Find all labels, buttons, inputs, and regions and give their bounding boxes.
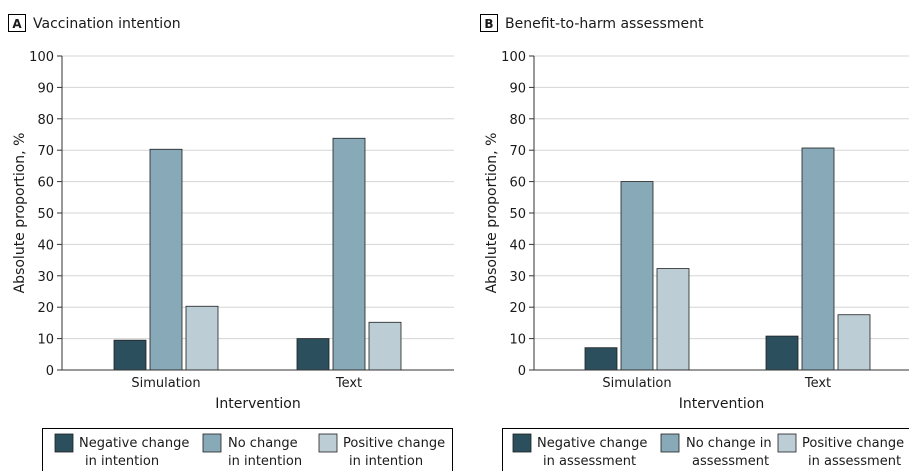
legend-label-line2: assessment [692,454,769,469]
y-tick-label: 60 [37,176,54,191]
legend-label-line1: Negative change [79,436,189,451]
legend-label-line2: in intention [85,454,159,469]
y-tick-label: 50 [509,207,526,222]
panel-label: B [484,17,493,31]
y-tick-label: 0 [518,364,526,379]
bar-no-change-text [802,148,834,370]
bar-positive-simulation [186,306,218,370]
x-tick-label: Simulation [131,376,200,391]
y-tick-label: 10 [37,333,54,348]
legend-swatch [661,434,679,452]
legend-label-line1: Negative change [537,436,647,451]
legend-label-line2: in intention [349,454,423,469]
bar-positive-simulation [657,269,689,370]
legend-label-line2: in intention [228,454,302,469]
panel-a: A Vaccination intention 0 10 20 30 40 50 60 70 80 9… [9,15,455,472]
x-axis-title: Intervention [679,396,764,412]
y-tick-label: 80 [509,113,526,128]
legend-label-line1: Positive change [802,436,904,451]
bar-negative-text [297,339,329,370]
x-tick-label: Simulation [602,376,671,391]
y-tick-label: 80 [37,113,54,128]
bar-no-change-simulation [150,149,182,370]
x-axis-title: Intervention [215,396,300,412]
y-tick-label: 40 [37,238,54,253]
y-tick-label: 10 [509,333,526,348]
legend-swatch [778,434,796,452]
x-tick-label: Text [804,376,831,391]
y-tick-label: 30 [509,270,526,285]
legend-swatch [319,434,337,452]
y-tick-label: 20 [509,301,526,316]
bar-negative-simulation [114,340,146,370]
y-tick-label: 70 [37,144,54,159]
panel-title: Vaccination intention [33,16,181,32]
bar-no-change-text [333,138,365,370]
y-tick-label: 30 [37,270,54,285]
y-tick-label: 60 [509,176,526,191]
legend-label-line2: in assessment [543,454,636,469]
y-tick-label: 20 [37,301,54,316]
legend-swatch [55,434,73,452]
bar-no-change-simulation [621,182,653,370]
bar-negative-text [766,336,798,370]
y-axis-title: Absolute proportion, % [484,133,500,294]
y-tick-label: 100 [29,50,54,65]
y-tick-label: 50 [37,207,54,222]
panel-label: A [12,17,22,31]
y-tick-label: 100 [501,50,526,65]
y-tick-label: 70 [509,144,526,159]
y-axis-title: Absolute proportion, % [12,133,28,294]
y-tick-label: 90 [509,81,526,96]
legend: Negative change in intention No change in i… [43,429,453,472]
x-tick-label: Text [335,376,362,391]
bar-negative-simulation [585,348,617,370]
legend-label-line1: No change [228,436,298,451]
y-tick-label: 90 [37,81,54,96]
legend-label-line1: No change in [686,436,772,451]
legend-label-line2: in assessment [808,454,901,469]
bar-positive-text [369,322,401,370]
legend: Negative change in assessment No change in… [503,429,909,472]
legend-swatch [513,434,531,452]
legend-label-line1: Positive change [343,436,445,451]
panel-b: B Benefit-to-harm assessment 0 10 20 30 40 50 60… [481,15,909,472]
bar-positive-text [838,315,870,370]
y-tick-label: 40 [509,238,526,253]
y-tick-label: 0 [46,364,54,379]
panel-title: Benefit-to-harm assessment [505,16,704,32]
legend-swatch [203,434,221,452]
